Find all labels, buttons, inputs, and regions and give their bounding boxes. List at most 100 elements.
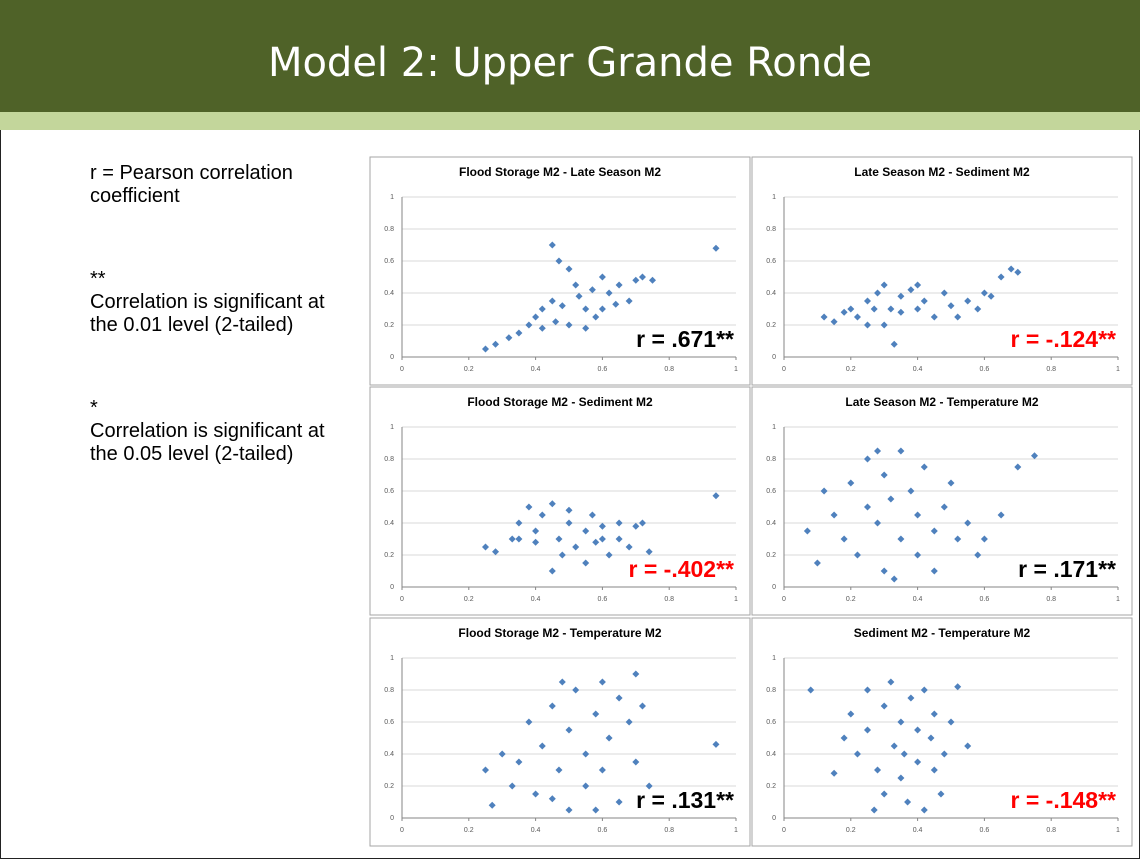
point: [907, 487, 915, 495]
point: [555, 766, 563, 774]
point: [880, 471, 888, 479]
y-tick-label: 0.8: [766, 226, 776, 233]
point: [548, 500, 556, 508]
point: [887, 305, 895, 313]
point: [980, 289, 988, 297]
point: [582, 782, 590, 790]
point: [997, 273, 1005, 281]
point: [864, 503, 871, 511]
point: [964, 297, 972, 305]
point: [612, 300, 620, 308]
y-tick-label: 0.4: [766, 751, 776, 758]
y-tick-label: 0.8: [766, 456, 776, 463]
point: [914, 726, 922, 734]
point: [904, 798, 912, 806]
chart-title: Flood Storage M2 - Sediment M2: [467, 395, 653, 409]
point: [565, 265, 573, 273]
y-tick-label: 0.6: [384, 488, 394, 495]
point: [954, 313, 962, 321]
point: [1031, 452, 1038, 460]
y-tick-label: 0.6: [384, 719, 394, 726]
annotation: r = -.148**: [1011, 787, 1117, 813]
y-tick-label: 0.2: [766, 552, 776, 559]
point: [914, 551, 922, 559]
point: [525, 718, 533, 726]
point: [598, 305, 606, 313]
point: [880, 281, 888, 289]
annotation: r = .171**: [1018, 556, 1116, 582]
point: [807, 686, 815, 694]
point: [615, 694, 623, 702]
point: [632, 758, 640, 766]
x-tick-label: 0.2: [846, 366, 856, 373]
y-tick-label: 0.2: [766, 322, 776, 329]
point: [552, 318, 560, 326]
x-tick-label: 0.2: [464, 827, 474, 834]
point: [954, 535, 962, 543]
point: [897, 774, 905, 782]
y-tick-label: 1: [390, 194, 394, 201]
point: [813, 559, 821, 567]
notes: r = Pearson correlation coefficient ** C…: [90, 162, 325, 488]
point: [615, 281, 623, 289]
y-tick-label: 0.4: [384, 520, 394, 527]
point: [592, 806, 600, 814]
x-tick-label: 0.8: [1046, 366, 1056, 373]
point: [525, 321, 533, 329]
point: [930, 567, 938, 575]
y-tick-label: 0.6: [766, 258, 776, 265]
point: [598, 522, 606, 530]
point: [920, 463, 928, 471]
note: r = Pearson correlation coefficient: [90, 162, 293, 207]
point: [1014, 463, 1022, 471]
point: [914, 758, 922, 766]
chart: Flood Storage M2 - Sediment M2 0 0.2 0.4 0.6…: [369, 386, 751, 616]
point: [840, 535, 848, 543]
point: [890, 575, 898, 583]
point: [532, 538, 540, 546]
point: [582, 750, 590, 758]
point: [548, 702, 556, 710]
point: [482, 543, 489, 551]
point: [830, 318, 838, 326]
point: [864, 455, 871, 463]
y-tick-label: 0.8: [384, 456, 394, 463]
chart-box: [751, 386, 1133, 616]
point: [592, 313, 600, 321]
point: [880, 321, 888, 329]
point: [508, 782, 516, 790]
x-tick-label: 0.4: [913, 366, 923, 373]
x-tick-label: 0: [400, 596, 404, 603]
chart-title: Late Season M2 - Sediment M2: [854, 165, 1030, 179]
point: [920, 297, 928, 305]
y-tick-label: 0.2: [384, 783, 394, 790]
point: [890, 742, 898, 750]
point: [947, 302, 955, 310]
y-tick-label: 0: [390, 354, 394, 361]
point: [572, 686, 580, 694]
point: [572, 543, 580, 551]
point: [565, 726, 573, 734]
chart: Late Season M2 - Temperature M2 0 0.2 0.4 0.…: [751, 386, 1133, 616]
x-tick-label: 0.2: [846, 827, 856, 834]
point: [592, 710, 600, 718]
point: [880, 567, 888, 575]
y-tick-label: 1: [772, 655, 776, 662]
point: [864, 686, 871, 694]
point: [803, 527, 811, 535]
point: [605, 734, 613, 742]
point: [864, 321, 871, 329]
point: [897, 718, 905, 726]
slide-title: Model 2: Upper Grande Ronde: [267, 40, 873, 86]
point: [987, 292, 995, 300]
x-tick-label: 0.6: [980, 366, 990, 373]
point: [565, 519, 573, 527]
note: *: [90, 397, 98, 419]
point: [870, 305, 878, 313]
point: [508, 535, 516, 543]
point: [820, 313, 828, 321]
point: [947, 718, 955, 726]
point: [974, 551, 982, 559]
